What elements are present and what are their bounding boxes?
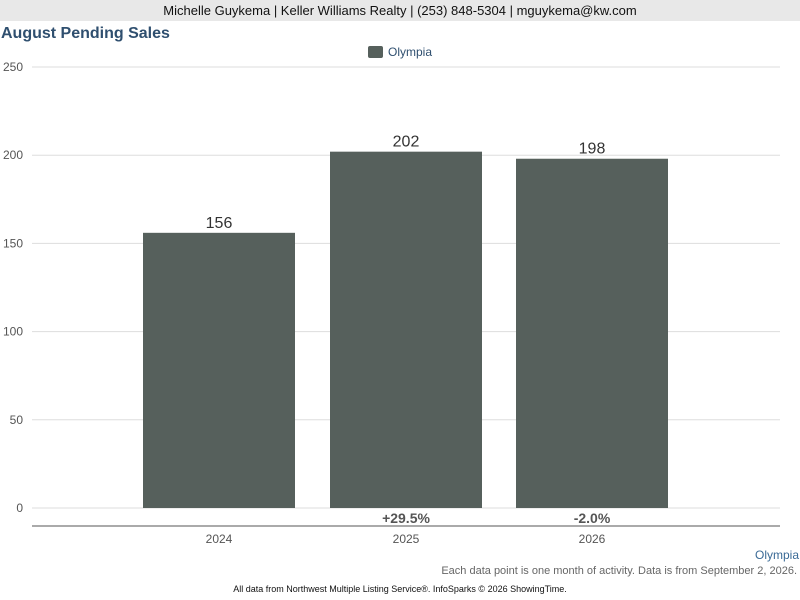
- x-tick-label: 2026: [579, 532, 606, 546]
- y-tick-label: 0: [16, 501, 23, 515]
- chart-title: August Pending Sales: [1, 25, 170, 42]
- area-label[interactable]: Olympia: [754, 548, 799, 562]
- legend-swatch: [367, 46, 383, 58]
- agent-contact-text: Michelle Guykema | Keller Williams Realt…: [163, 3, 637, 18]
- y-tick-label: 200: [3, 148, 23, 162]
- y-tick-label: 150: [3, 236, 23, 250]
- agent-contact-bar: Michelle Guykema | Keller Williams Realt…: [0, 0, 800, 21]
- y-tick-label: 100: [3, 325, 23, 339]
- x-tick-label: 2024: [206, 532, 233, 546]
- change-label: -2.0%: [574, 510, 611, 526]
- data-footnote: Each data point is one month of activity…: [441, 565, 797, 577]
- y-tick-label: 250: [3, 60, 23, 74]
- bar-value-label: 202: [393, 134, 420, 151]
- bar: [143, 232, 295, 509]
- bar-value-label: 156: [206, 215, 233, 232]
- bar: [516, 158, 668, 508]
- change-label: +29.5%: [382, 510, 430, 526]
- y-tick-label: 50: [10, 413, 24, 427]
- bar-value-label: 198: [579, 141, 606, 158]
- chart-legend: Olympia: [0, 45, 800, 59]
- bar: [330, 151, 482, 508]
- legend-label[interactable]: Olympia: [387, 45, 432, 59]
- data-source: All data from Northwest Multiple Listing…: [233, 584, 567, 594]
- x-tick-label: 2025: [393, 532, 420, 546]
